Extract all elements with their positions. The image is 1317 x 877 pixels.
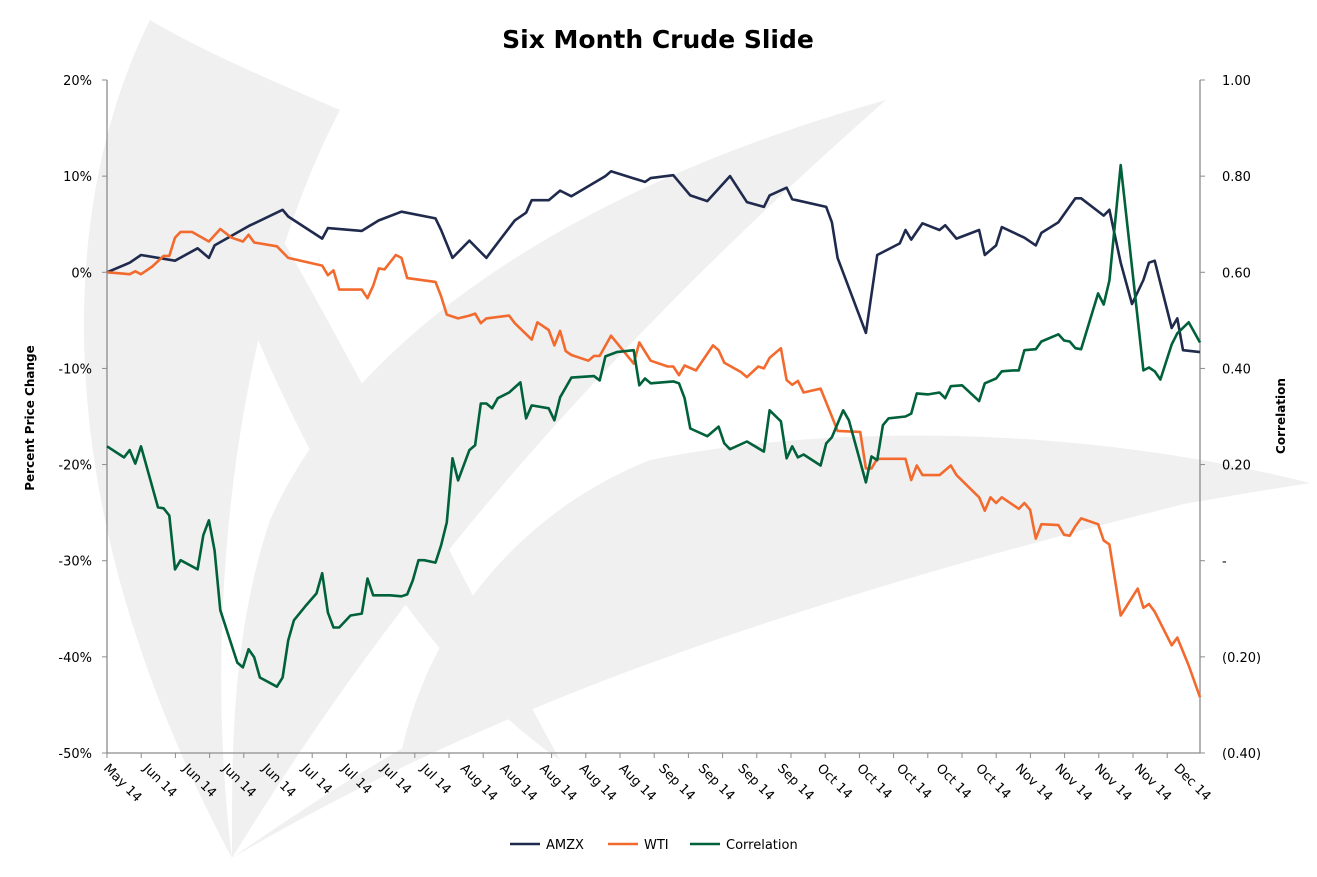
- watermark-arc-lower: [400, 435, 1310, 760]
- x-tick-label: Oct 14: [853, 761, 894, 802]
- y2-tick-label: 0.80: [1222, 170, 1251, 185]
- y2-tick-label: 1.00: [1222, 74, 1251, 89]
- y2-tick-label: 0.20: [1222, 459, 1251, 474]
- y-tick-label: 0%: [71, 266, 92, 281]
- x-tick-label: Oct 14: [972, 761, 1013, 802]
- series-line-correlation: [106, 163, 1202, 688]
- x-tick-label: Aug 14: [457, 761, 500, 804]
- y2-tick-label: 0.60: [1222, 266, 1251, 281]
- x-tick-label: Aug 14: [576, 761, 619, 804]
- chart-title: Six Month Crude Slide: [502, 25, 814, 54]
- legend-label-correlation: Correlation: [726, 838, 798, 853]
- x-tick-label: Nov 14: [1131, 761, 1174, 804]
- x-tick-label: Oct 14: [893, 761, 934, 802]
- y-tick-label: -50%: [58, 747, 92, 762]
- y-tick-label: -10%: [58, 362, 92, 377]
- series-lines: [106, 163, 1202, 698]
- x-tick-label: Aug 14: [497, 761, 540, 804]
- y-tick-label: 20%: [63, 74, 92, 89]
- x-tick-label: Oct 14: [814, 761, 855, 802]
- y-tick-label: 10%: [63, 170, 92, 185]
- x-tick-label: Sep 14: [774, 761, 817, 804]
- x-tick-label: Nov 14: [1012, 761, 1055, 804]
- y2-tick-label: (0.40): [1222, 747, 1261, 762]
- legend-label-wti: WTI: [644, 838, 669, 853]
- watermark-arc-middle: [231, 100, 887, 858]
- y2-tick-label: (0.20): [1222, 651, 1261, 666]
- legend-label-amzx: AMZX: [546, 838, 584, 853]
- x-tick-label: Nov 14: [1052, 761, 1095, 804]
- y2-tick-label: -: [1222, 555, 1227, 570]
- x-tick-label: Jul 14: [417, 761, 454, 798]
- x-tick-label: Jun 14: [139, 761, 179, 801]
- x-tick-label: Sep 14: [655, 761, 698, 804]
- x-tick-label: Oct 14: [933, 761, 974, 802]
- series-line-amzx: [106, 170, 1201, 354]
- y2-axis-label: Correlation: [1274, 378, 1288, 454]
- y-axis-label: Percent Price Change: [23, 345, 37, 491]
- x-tick-label: Aug 14: [616, 761, 659, 804]
- x-tick-label: Dec 14: [1171, 761, 1214, 804]
- y2-tick-label: 0.40: [1222, 362, 1251, 377]
- x-tick-label: May 14: [100, 761, 144, 805]
- series-line-wti: [106, 227, 1202, 698]
- y-tick-label: -20%: [58, 459, 92, 474]
- legend: AMZX WTI Correlation: [510, 838, 798, 853]
- x-tick-label: Nov 14: [1091, 761, 1134, 804]
- watermark-logo: [83, 20, 1310, 858]
- x-tick-label: Jul 14: [298, 761, 335, 798]
- watermark-leaf-left-inner: [150, 20, 560, 760]
- y-tick-label: -30%: [58, 555, 92, 570]
- x-tick-label: Sep 14: [734, 761, 777, 804]
- y-tick-label: -40%: [58, 651, 92, 666]
- x-tick-label: Aug 14: [536, 761, 579, 804]
- x-tick-label: Sep 14: [695, 761, 738, 804]
